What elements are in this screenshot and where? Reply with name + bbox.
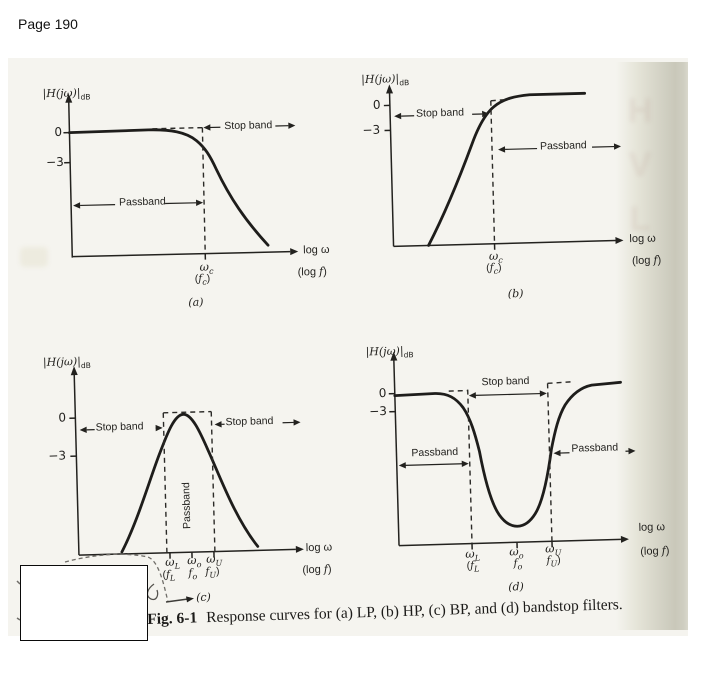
stopband-right-label: Stop band bbox=[225, 414, 274, 429]
graph-lowpass: |H(jω)|dB 0 −3 Stop band Passband log ω … bbox=[37, 79, 337, 321]
tick-0: 0 bbox=[54, 124, 63, 139]
passband-left-label: Passband bbox=[411, 445, 459, 460]
scan-smudge bbox=[20, 247, 48, 267]
tick-minus3: −3 bbox=[45, 154, 64, 170]
f-o-label: fo bbox=[513, 557, 523, 572]
y-axis-label: |H(jω)|dB bbox=[42, 354, 91, 371]
x-axis-label: log ω bbox=[303, 243, 330, 257]
x-axis-alt-label: (log f) bbox=[302, 562, 332, 577]
highpass-plot-canvas bbox=[383, 84, 624, 250]
passband-vertical-label: Passband bbox=[180, 482, 194, 530]
x-axis-label: log ω bbox=[638, 521, 666, 534]
lowpass-plot-canvas bbox=[63, 93, 299, 260]
x-axis-label: log ω bbox=[629, 232, 656, 246]
page-number-label: Page 190 bbox=[18, 16, 78, 32]
y-axis-label: |H(jω)|dB bbox=[42, 86, 91, 102]
graph-bandstop: |H(jω)|dB 0 −3 Stop band Passband Passba… bbox=[361, 336, 690, 607]
redaction-box bbox=[20, 565, 148, 641]
tick-0: 0 bbox=[378, 385, 387, 401]
tick-minus3: −3 bbox=[362, 122, 381, 138]
passband-label: Passband bbox=[539, 139, 587, 153]
figure-number: Fig. 6-1 bbox=[147, 609, 198, 628]
cutoff-f-label: (fc) bbox=[194, 272, 211, 287]
graph-highpass: |H(jω)|dB 0 −3 Stop band Passband log ω … bbox=[357, 56, 685, 314]
x-axis-alt-label: (log f) bbox=[631, 253, 662, 268]
y-axis-label: |H(jω)|dB bbox=[365, 344, 414, 360]
tick-minus3: −3 bbox=[48, 448, 67, 463]
stopband-left-label: Stop band bbox=[95, 420, 144, 434]
passband-right-label: Passband bbox=[571, 441, 619, 455]
subfigure-tag: (d) bbox=[508, 580, 525, 594]
book-edge-gradient bbox=[616, 62, 688, 630]
stopband-label: Stop band bbox=[224, 119, 273, 133]
f-U-label: fU) bbox=[546, 554, 561, 569]
x-axis-alt-label: (log f) bbox=[640, 544, 670, 558]
bandstop-plot-canvas bbox=[388, 351, 636, 550]
f-L-label: (fL bbox=[466, 559, 480, 574]
tick-minus3: −3 bbox=[369, 403, 388, 419]
subfigure-tag: (a) bbox=[188, 295, 204, 310]
x-axis-alt-label: (log f) bbox=[297, 264, 327, 279]
x-axis-label: log ω bbox=[305, 541, 333, 555]
pencil-sketch-annotation bbox=[16, 553, 194, 621]
subfigure-tag: (b) bbox=[507, 286, 524, 301]
y-axis-label: |H(jω)|dB bbox=[361, 72, 410, 88]
tick-0: 0 bbox=[372, 97, 381, 112]
stopband-label: Stop band bbox=[481, 374, 530, 389]
cutoff-f-label: (fc) bbox=[486, 261, 502, 276]
stopband-label: Stop band bbox=[415, 106, 465, 120]
scanned-page-background bbox=[8, 58, 688, 636]
tick-0: 0 bbox=[58, 410, 67, 425]
passband-label: Passband bbox=[118, 195, 166, 209]
book-edge-watermark: HVL bbox=[621, 92, 659, 254]
